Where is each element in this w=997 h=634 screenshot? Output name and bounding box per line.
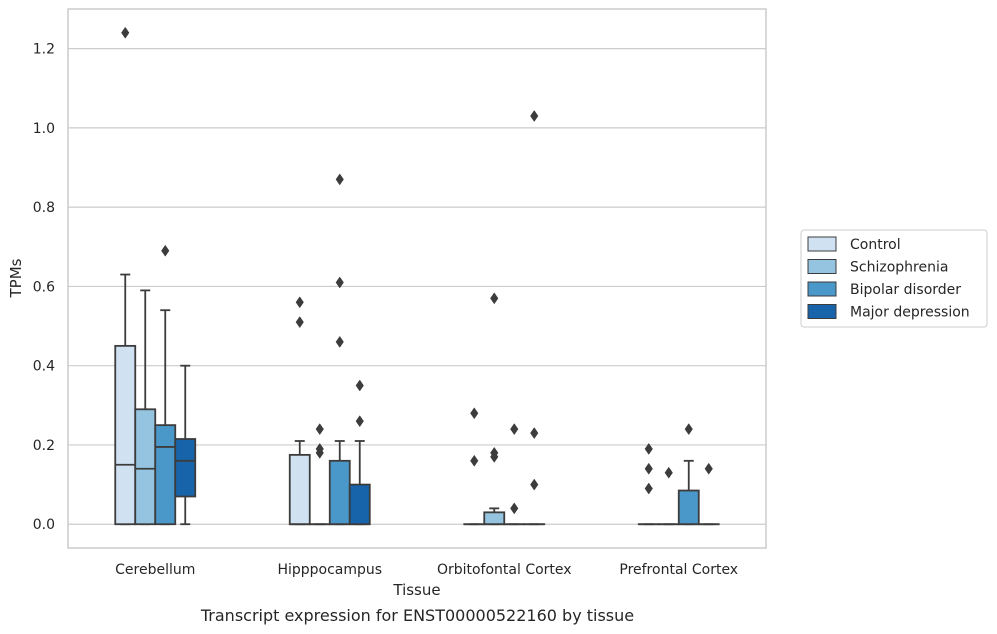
outlier-point bbox=[470, 407, 479, 420]
x-axis-label: Tissue bbox=[392, 581, 440, 599]
x-tick-label: Orbitofontal Cortex bbox=[437, 562, 572, 578]
box-body bbox=[677, 489, 700, 526]
outlier-point bbox=[644, 482, 653, 495]
outlier-point bbox=[490, 292, 499, 305]
box-major-depression bbox=[697, 462, 720, 526]
box-major-depression bbox=[174, 364, 197, 526]
outlier-point bbox=[295, 316, 304, 329]
outlier-point bbox=[335, 335, 344, 348]
legend-swatch bbox=[807, 281, 837, 297]
box-bipolar-disorder bbox=[677, 423, 700, 526]
y-tick-label: 0.0 bbox=[33, 517, 55, 533]
legend-label: Schizophrenia bbox=[850, 260, 948, 276]
x-tick-label: Prefrontal Cortex bbox=[619, 562, 738, 578]
outlier-point bbox=[530, 427, 539, 440]
legend-label: Control bbox=[850, 237, 901, 253]
box-body bbox=[328, 459, 351, 526]
y-tick-label: 0.2 bbox=[33, 438, 55, 454]
box-control bbox=[637, 442, 660, 526]
plot-frame bbox=[67, 8, 767, 549]
box-major-depression bbox=[523, 110, 546, 526]
legend-swatch bbox=[807, 259, 837, 274]
outlier-point bbox=[704, 462, 713, 475]
legend-frame bbox=[800, 229, 988, 328]
box-body bbox=[288, 453, 311, 526]
y-tick-labels: 0.0 0.2 0.4 0.6 0.8 1.0 1.2 bbox=[33, 42, 55, 534]
outlier-point bbox=[644, 442, 653, 455]
box-bipolar-disorder bbox=[328, 173, 351, 526]
box-schizophrenia bbox=[483, 292, 506, 526]
box-control bbox=[463, 407, 486, 526]
outlier-point bbox=[470, 454, 479, 467]
box-body bbox=[134, 408, 157, 526]
box-body bbox=[114, 344, 137, 526]
legend-label: Bipolar disorder bbox=[850, 282, 961, 298]
x-tick-label: Hipppocampus bbox=[277, 562, 382, 578]
y-tick-label: 1.0 bbox=[33, 121, 55, 137]
box-schizophrenia bbox=[134, 289, 157, 526]
outlier-point bbox=[355, 379, 364, 392]
outlier-point bbox=[510, 502, 519, 515]
x-tick-labels: Cerebellum Hipppocampus Orbitofontal Corte… bbox=[115, 562, 738, 578]
y-tick-label: 0.6 bbox=[33, 279, 55, 295]
box-schizophrenia bbox=[308, 423, 331, 526]
outlier-point bbox=[161, 244, 170, 257]
box-body bbox=[483, 511, 506, 526]
x-tick-label: Cerebellum bbox=[115, 562, 195, 578]
outlier-point bbox=[335, 276, 344, 289]
outlier-point bbox=[530, 478, 539, 491]
box-control bbox=[288, 296, 311, 526]
outlier-point bbox=[684, 423, 693, 436]
legend: Control Schizophrenia Bipolar disorder Majo… bbox=[800, 229, 988, 328]
figure-caption: Transcript expression for ENST0000052216… bbox=[200, 606, 635, 625]
outlier-point bbox=[510, 423, 519, 436]
legend-swatch bbox=[807, 236, 837, 252]
y-tick-label: 0.8 bbox=[33, 200, 55, 216]
outlier-point bbox=[664, 466, 673, 479]
outlier-point bbox=[355, 415, 364, 428]
box-series bbox=[114, 26, 720, 526]
outlier-point bbox=[530, 110, 539, 122]
y-tick-label: 1.2 bbox=[33, 42, 55, 58]
box-bipolar-disorder bbox=[154, 244, 177, 526]
legend-swatch bbox=[807, 304, 837, 319]
outlier-point bbox=[121, 26, 130, 39]
outlier-point bbox=[490, 446, 499, 459]
outlier-point bbox=[295, 296, 304, 309]
box-body bbox=[154, 424, 177, 526]
legend-label: Major depression bbox=[850, 305, 970, 321]
outlier-point bbox=[315, 442, 324, 455]
outlier-point bbox=[644, 462, 653, 475]
box-body bbox=[174, 438, 197, 498]
box-bipolar-disorder bbox=[503, 423, 526, 526]
box-major-depression bbox=[348, 379, 371, 526]
box-schizophrenia bbox=[657, 466, 680, 526]
box-control bbox=[114, 26, 137, 526]
outlier-point bbox=[335, 173, 344, 186]
outlier-point bbox=[315, 423, 324, 436]
box-body bbox=[348, 483, 371, 526]
y-tick-label: 0.4 bbox=[33, 359, 55, 375]
y-axis-label: TPMs bbox=[7, 258, 25, 298]
